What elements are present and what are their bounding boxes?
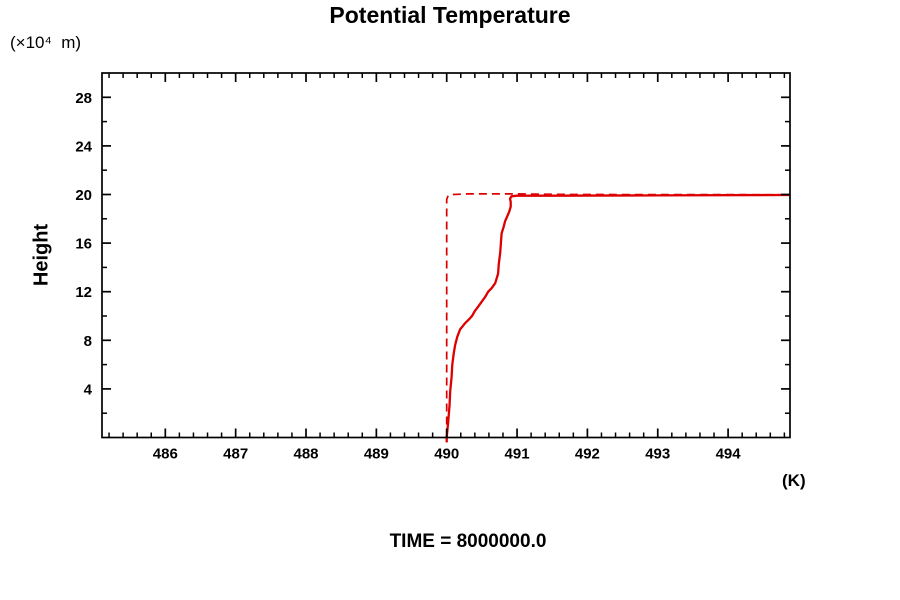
y-tick-label: 28 bbox=[75, 90, 92, 107]
time-caption: TIME = 8000000.0 bbox=[389, 531, 547, 552]
potential-temperature-profile bbox=[445, 193, 791, 443]
reference-profile bbox=[445, 193, 791, 438]
y-tick-label: 24 bbox=[75, 138, 92, 155]
x-tick-label: 489 bbox=[364, 446, 389, 463]
x-axis-units-label: (K) bbox=[782, 471, 806, 490]
x-tick-label: 487 bbox=[223, 446, 248, 463]
x-tick-label: 486 bbox=[153, 446, 178, 463]
x-tick-label: 494 bbox=[716, 446, 742, 463]
x-tick-label: 491 bbox=[505, 446, 530, 463]
y-axis-units-label: (×10⁴ m) bbox=[10, 33, 82, 52]
y-tick-label: 20 bbox=[75, 187, 92, 204]
x-tick-label: 490 bbox=[434, 446, 459, 463]
x-tick-label: 493 bbox=[645, 446, 670, 463]
x-tick-label: 488 bbox=[293, 446, 318, 463]
y-tick-label: 8 bbox=[84, 333, 92, 350]
y-tick-label: 16 bbox=[75, 236, 92, 253]
y-tick-label: 4 bbox=[84, 381, 93, 398]
chart-title: Potential Temperature bbox=[329, 2, 571, 28]
x-tick-label: 492 bbox=[575, 446, 600, 463]
y-tick-label: 12 bbox=[75, 284, 92, 301]
